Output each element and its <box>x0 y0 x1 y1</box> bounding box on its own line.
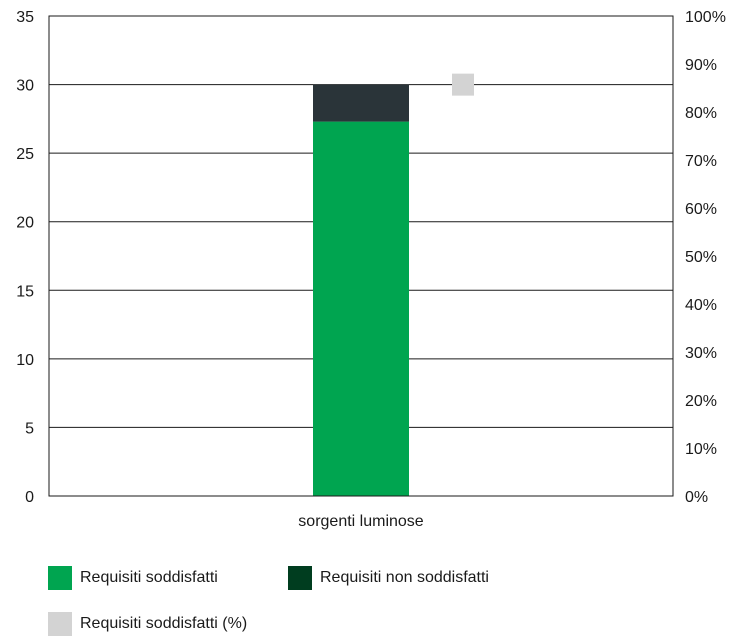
right-tick-label: 90% <box>685 57 717 74</box>
right-tick-label: 40% <box>685 297 717 314</box>
right-tick-label: 80% <box>685 105 717 122</box>
right-tick-label: 10% <box>685 441 717 458</box>
left-tick-label: 35 <box>16 9 34 26</box>
right-tick-label: 70% <box>685 153 717 170</box>
category-labels: sorgenti luminose <box>298 513 424 530</box>
legend-swatch-non-soddisfatti <box>288 566 312 590</box>
left-tick-label: 20 <box>16 215 34 232</box>
legend-item-soddisfatti-pct: Requisiti soddisfatti (%) <box>48 612 247 636</box>
right-tick-label: 30% <box>685 345 717 362</box>
right-tick-label: 60% <box>685 201 717 218</box>
bars <box>313 84 409 496</box>
left-tick-label: 30 <box>16 78 34 95</box>
right-tick-label: 20% <box>685 393 717 410</box>
legend-swatch-soddisfatti-pct <box>48 612 72 636</box>
category-label: sorgenti luminose <box>298 513 424 530</box>
left-axis-ticks: 0 5 10 15 20 25 30 35 <box>16 9 34 506</box>
legend-label: Requisiti soddisfatti <box>80 569 218 586</box>
markers <box>452 73 474 96</box>
legend-swatch-soddisfatti <box>48 566 72 590</box>
plot-frame <box>48 15 674 497</box>
left-tick-label: 5 <box>25 420 34 437</box>
legend-item-soddisfatti: Requisiti soddisfatti <box>48 566 218 590</box>
left-tick-label: 25 <box>16 146 34 163</box>
legend-label: Requisiti soddisfatti (%) <box>80 615 248 632</box>
legend-item-non-soddisfatti: Requisiti non soddisfatti <box>288 566 489 590</box>
left-tick-label: 15 <box>16 283 34 300</box>
left-tick-label: 10 <box>16 352 34 369</box>
right-tick-label: 50% <box>685 249 717 266</box>
legend-label: Requisiti non soddisfatti <box>320 569 489 586</box>
right-tick-label: 0% <box>685 489 708 506</box>
right-tick-label: 100% <box>685 9 726 26</box>
bar-segment-0 <box>313 121 409 496</box>
bar-segment-1 <box>313 84 409 122</box>
right-axis-ticks: 0% 10% 20% 30% 40% 50% 60% 70% 80% 90% 100% <box>685 9 726 506</box>
left-tick-label: 0 <box>25 489 34 506</box>
percent-marker <box>452 73 474 96</box>
